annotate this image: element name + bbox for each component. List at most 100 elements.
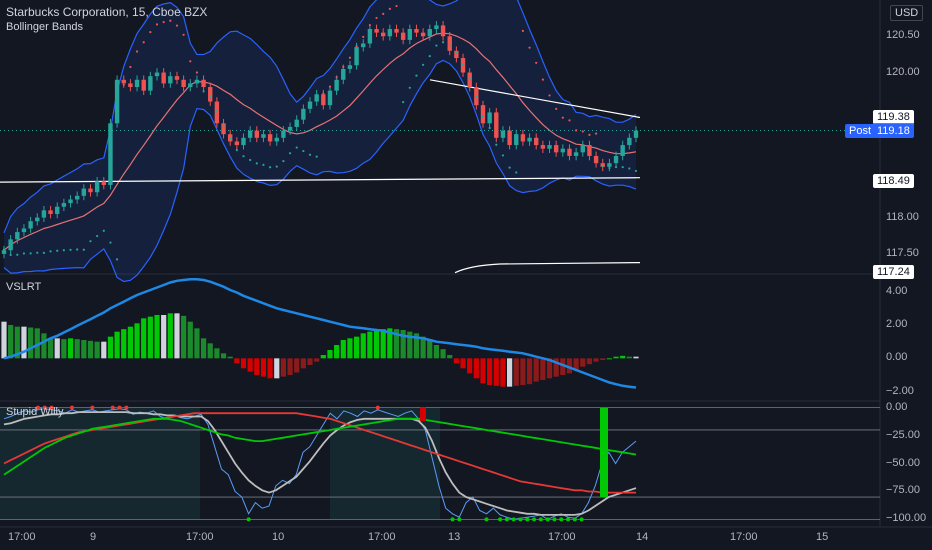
price-tick-label: 120.00: [886, 65, 920, 78]
psar-dot: [149, 31, 152, 34]
candle-body: [547, 145, 552, 149]
candle-body: [15, 232, 20, 240]
willy-signal-dot: [572, 517, 577, 522]
vslrt-bar: [433, 345, 440, 359]
psar-dot: [561, 116, 564, 119]
candle-body: [314, 94, 319, 102]
psar-dot: [182, 33, 185, 36]
vslrt-bar: [61, 339, 67, 359]
vslrt-bar: [353, 336, 360, 359]
candle-body: [48, 210, 53, 214]
psar-dot: [269, 166, 272, 169]
candle-body: [427, 29, 432, 37]
candle-body: [633, 130, 639, 138]
vslrt-ma-line: [3, 277, 637, 389]
candle-body: [434, 25, 439, 30]
willy-signal-dot: [49, 405, 54, 410]
time-tick-label: 17:00: [8, 531, 36, 543]
candle-body: [208, 87, 213, 102]
vslrt-bar: [613, 356, 619, 359]
willy-signal-dot: [110, 405, 115, 410]
psar-dot: [481, 115, 485, 118]
candle-body: [274, 137, 279, 142]
candle-body: [440, 25, 446, 37]
willy-signal-dot: [579, 517, 584, 522]
candle-body: [35, 217, 40, 222]
psar-dot: [541, 78, 544, 81]
vslrt-bar: [633, 356, 639, 359]
psar-dot: [209, 96, 212, 99]
willy-signal-dot: [559, 517, 564, 522]
time-tick-label: 15: [816, 531, 829, 543]
vslrt-bar: [473, 358, 479, 379]
psar-dot: [415, 74, 418, 77]
willy-signal-dot: [504, 517, 509, 522]
vslrt-bar: [234, 358, 240, 364]
candle-body: [613, 155, 619, 164]
candle-body: [334, 79, 339, 91]
vslrt-bar: [200, 338, 207, 359]
candle-body: [154, 72, 160, 77]
bollinger-basis: [3, 32, 637, 251]
psar-dot: [76, 248, 79, 251]
willy-signal-dot: [518, 517, 523, 522]
psar-dot: [249, 158, 252, 162]
vslrt-bar: [34, 328, 40, 359]
psar-dot: [162, 20, 165, 24]
willy-tick-label: −75.00: [886, 484, 920, 497]
time-tick-label: 10: [272, 531, 285, 543]
willy-signal-dot: [484, 517, 489, 522]
psar-dot: [342, 65, 345, 68]
candle-body: [254, 130, 259, 138]
willy-signal-dot: [375, 405, 380, 410]
psar-dot: [315, 155, 318, 158]
candle-body: [567, 148, 572, 156]
candle-body: [381, 32, 386, 37]
psar-dot: [29, 252, 32, 255]
willy-tick-label: −25.00: [886, 428, 920, 441]
psar-dot: [322, 92, 325, 95]
psar-dot: [89, 240, 92, 243]
psar-dot: [82, 248, 85, 251]
candle-body: [500, 130, 506, 138]
willy-pane-title[interactable]: Stupid Willy: [6, 406, 64, 418]
indicator-label[interactable]: Bollinger Bands: [6, 21, 84, 33]
vslrt-bar: [161, 315, 167, 359]
currency-button[interactable]: USD: [890, 5, 924, 21]
psar-dot: [109, 241, 112, 244]
psar-dot: [495, 143, 498, 146]
vslrt-bar: [127, 326, 133, 359]
psar-dot: [614, 165, 618, 169]
price-tag: 117.24: [873, 264, 914, 279]
vslrt-pane-title[interactable]: VSLRT: [6, 281, 42, 293]
willy-signal-dot: [552, 517, 557, 522]
psar-dot: [461, 63, 465, 66]
vslrt-bar: [600, 358, 606, 360]
vslrt-bar: [387, 328, 393, 359]
psar-dot: [581, 130, 584, 133]
candle-body: [161, 72, 166, 84]
psar-dot: [242, 155, 245, 158]
candle-body: [327, 90, 333, 106]
psar-dot: [388, 7, 391, 10]
vslrt-bar: [227, 356, 233, 359]
willy-signal-dot: [69, 405, 74, 410]
willy-tick-label: −100.00: [886, 512, 927, 525]
vslrt-bar: [247, 358, 253, 372]
vslrt-bar: [214, 348, 220, 359]
candle-body: [1, 250, 7, 254]
vslrt-bar: [407, 331, 413, 359]
psar-dot: [548, 94, 551, 97]
candle-body: [514, 134, 519, 146]
candle-body: [21, 228, 27, 233]
vslrt-bar: [533, 358, 539, 382]
candle-body: [234, 141, 240, 146]
vslrt-tick-label: 0.00: [886, 351, 908, 364]
psar-dot: [568, 119, 571, 122]
vslrt-bar: [114, 331, 120, 359]
candle-body: [361, 43, 366, 48]
vslrt-bar: [174, 313, 180, 359]
psar-dot: [535, 61, 538, 64]
candle-body: [294, 119, 299, 127]
